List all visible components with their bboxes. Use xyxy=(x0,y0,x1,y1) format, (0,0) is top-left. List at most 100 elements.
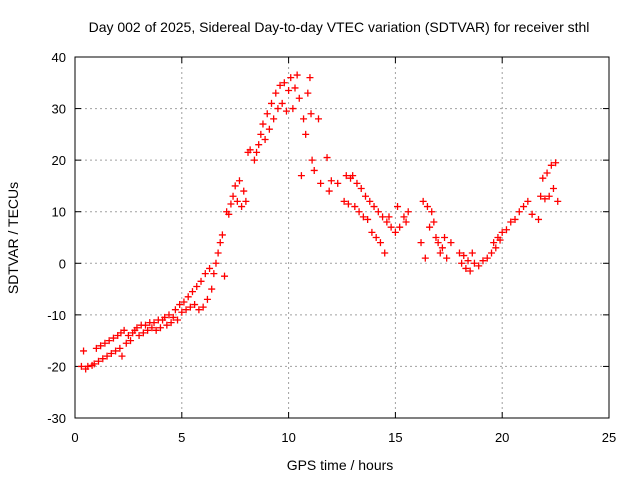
data-point-72 xyxy=(231,182,239,190)
data-point-80 xyxy=(250,156,258,164)
data-point-35 xyxy=(152,326,160,334)
data-point-63 xyxy=(212,259,220,267)
data-point-135 xyxy=(381,249,389,257)
data-point-50 xyxy=(184,293,192,301)
data-point-164 xyxy=(466,267,474,275)
data-point-161 xyxy=(460,252,468,260)
data-point-112 xyxy=(323,154,331,162)
data-point-41 xyxy=(165,311,173,319)
axis-ticks: 0 5 10 15 20 25 -30 -20 -10 0 10 20 30 40 xyxy=(47,50,616,445)
x-tick-label: 25 xyxy=(602,430,616,445)
data-point-27 xyxy=(135,331,143,339)
data-point-102 xyxy=(297,172,305,180)
data-point-130 xyxy=(370,203,378,211)
data-point-87 xyxy=(265,125,273,133)
data-point-79 xyxy=(246,146,254,154)
data-point-136 xyxy=(383,218,391,226)
x-tick-label: 0 xyxy=(71,430,78,445)
data-point-48 xyxy=(180,298,188,306)
y-tick-label: 0 xyxy=(59,256,66,271)
data-point-14 xyxy=(109,334,117,342)
data-point-17 xyxy=(116,344,124,352)
data-point-67 xyxy=(221,272,229,280)
data-point-9 xyxy=(99,355,107,363)
data-point-128 xyxy=(366,197,374,205)
data-point-89 xyxy=(270,115,278,123)
data-point-170 xyxy=(488,249,496,257)
data-point-189 xyxy=(547,161,555,169)
data-point-34 xyxy=(150,319,158,327)
x-tick-label: 5 xyxy=(178,430,185,445)
data-point-168 xyxy=(479,257,487,265)
data-point-77 xyxy=(242,197,250,205)
data-point-154 xyxy=(436,249,444,257)
data-point-181 xyxy=(524,197,532,205)
data-point-176 xyxy=(502,226,510,234)
data-point-55 xyxy=(195,306,203,314)
data-point-166 xyxy=(470,259,478,267)
data-point-114 xyxy=(327,177,335,185)
data-point-141 xyxy=(396,223,404,231)
data-point-105 xyxy=(304,89,312,97)
data-point-123 xyxy=(355,208,363,216)
data-point-73 xyxy=(233,197,241,205)
data-point-90 xyxy=(272,89,280,97)
data-point-0 xyxy=(77,362,85,370)
data-point-171 xyxy=(490,239,498,247)
data-point-106 xyxy=(306,74,314,82)
y-tick-label: 20 xyxy=(52,153,66,168)
data-point-85 xyxy=(261,136,269,144)
data-point-190 xyxy=(549,185,557,193)
data-point-160 xyxy=(458,259,466,267)
data-point-138 xyxy=(387,223,395,231)
data-point-74 xyxy=(235,177,243,185)
y-tick-label: 30 xyxy=(52,102,66,117)
data-point-153 xyxy=(434,239,442,247)
data-point-151 xyxy=(430,218,438,226)
data-point-1 xyxy=(80,347,88,355)
data-point-152 xyxy=(432,234,440,241)
data-point-175 xyxy=(498,228,506,236)
data-point-132 xyxy=(374,208,382,216)
x-tick-label: 10 xyxy=(281,430,295,445)
data-point-118 xyxy=(344,200,352,208)
data-point-22 xyxy=(124,331,132,339)
y-tick-label: 40 xyxy=(52,50,66,65)
data-point-111 xyxy=(317,179,325,187)
data-point-100 xyxy=(293,71,301,79)
plot-frame xyxy=(74,56,610,419)
data-point-122 xyxy=(353,179,361,187)
data-point-3 xyxy=(84,362,92,370)
data-point-178 xyxy=(511,215,519,223)
data-point-10 xyxy=(101,339,109,347)
data-point-185 xyxy=(539,174,547,182)
data-point-144 xyxy=(404,208,412,216)
data-point-155 xyxy=(438,244,446,252)
data-point-129 xyxy=(368,228,376,236)
data-point-101 xyxy=(295,94,303,102)
data-point-134 xyxy=(379,213,387,221)
data-point-97 xyxy=(287,74,295,82)
data-point-76 xyxy=(240,187,248,195)
data-point-137 xyxy=(385,213,393,221)
data-point-45 xyxy=(174,316,182,324)
data-point-192 xyxy=(554,197,562,205)
data-point-108 xyxy=(308,156,316,164)
data-point-158 xyxy=(447,239,455,247)
data-point-52 xyxy=(188,288,196,296)
data-point-39 xyxy=(161,313,169,321)
data-point-163 xyxy=(464,257,472,265)
data-point-13 xyxy=(107,350,115,358)
x-axis-label: GPS time / hours xyxy=(287,457,394,473)
data-point-86 xyxy=(263,110,271,118)
data-point-49 xyxy=(182,306,190,314)
data-point-98 xyxy=(289,105,297,113)
data-point-103 xyxy=(300,115,308,123)
data-point-110 xyxy=(315,115,323,123)
data-point-93 xyxy=(278,99,286,107)
data-point-40 xyxy=(163,321,171,329)
data-point-133 xyxy=(376,239,384,247)
data-point-146 xyxy=(419,197,427,205)
data-point-92 xyxy=(276,81,284,89)
